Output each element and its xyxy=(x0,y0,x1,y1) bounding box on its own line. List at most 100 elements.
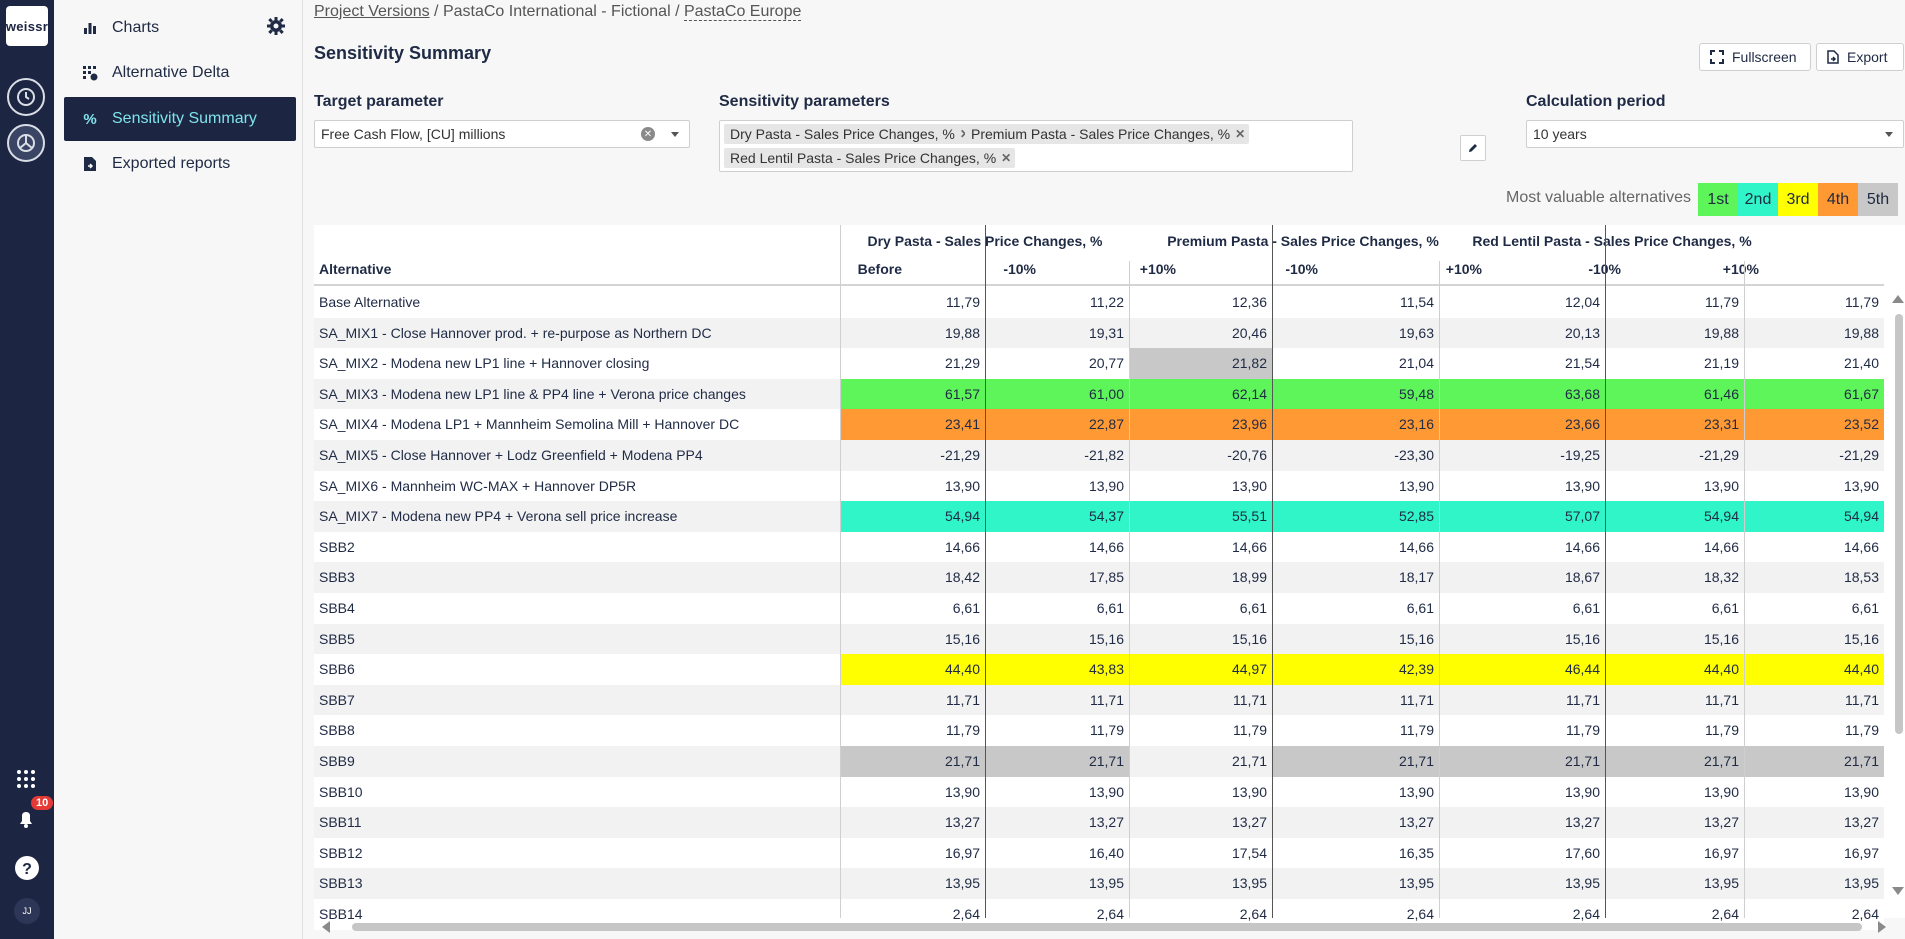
row-value-cell: 11,79 xyxy=(1845,722,1879,739)
row-value-cell: 11,79 xyxy=(1400,722,1434,739)
fullscreen-button[interactable]: Fullscreen xyxy=(1699,43,1811,71)
table-row[interactable]: SBB13 13,95 13,95 13,95 13,95 13,95 13,95 13,95 xyxy=(314,868,1884,900)
table-row[interactable]: SA_MIX5 - Close Hannover + Lodz Greenfie… xyxy=(314,440,1884,471)
column-header-premium-minus[interactable]: -10% xyxy=(1285,261,1318,277)
table-row[interactable]: SA_MIX1 - Close Hannover prod. + re-purp… xyxy=(314,317,1884,349)
row-value-cell: 13,90 xyxy=(1703,783,1739,800)
table-row[interactable]: SBB5 15,16 15,16 15,16 15,16 15,16 15,16 15,16 xyxy=(314,623,1884,655)
row-value-cell: 16,97 xyxy=(1703,844,1739,861)
export-button[interactable]: Export xyxy=(1816,43,1904,71)
row-value-cell: 21,71 xyxy=(1605,746,1744,777)
scroll-down-icon[interactable] xyxy=(1892,887,1904,895)
chip-label: Red Lentil Pasta - Sales Price Changes, … xyxy=(730,150,997,166)
row-value-cell: 11,79 xyxy=(1705,294,1739,310)
notifications-icon[interactable] xyxy=(15,808,37,835)
row-alternative-name: SA_MIX4 - Modena LP1 + Mannheim Semolina… xyxy=(319,416,740,433)
sidebar-item-sensitivity-summary[interactable]: % Sensitivity Summary xyxy=(64,97,296,141)
remove-chip-icon[interactable]: ✕ xyxy=(960,127,970,141)
scroll-left-icon[interactable] xyxy=(322,921,330,933)
target-parameter-select[interactable]: Free Cash Flow, [CU] millions ✕ xyxy=(314,120,690,148)
fullscreen-icon xyxy=(1710,50,1724,64)
breadcrumb-project-versions[interactable]: Project Versions xyxy=(314,3,430,20)
sidebar-item-charts[interactable]: Charts xyxy=(64,6,296,50)
sensitivity-chip[interactable]: Red Lentil Pasta - Sales Price Changes, … xyxy=(724,148,1016,168)
column-header-redlentil-plus[interactable]: +10% xyxy=(1722,261,1759,277)
help-icon[interactable]: ? xyxy=(14,855,40,886)
row-value-cell: 21,19 xyxy=(1703,355,1739,372)
chevron-down-icon[interactable] xyxy=(1885,132,1893,137)
row-value-cell: 23,41 xyxy=(840,409,985,441)
table-row[interactable]: SA_MIX4 - Modena LP1 + Mannheim Semolina… xyxy=(314,409,1884,441)
sensitivity-parameters-input[interactable]: Dry Pasta - Sales Price Changes, % ✕ Prem… xyxy=(719,120,1353,172)
row-alternative-name: SBB2 xyxy=(319,538,355,555)
scroll-right-icon[interactable] xyxy=(1878,921,1886,933)
row-value-cell: 21,71 xyxy=(985,746,1129,777)
column-header-redlentil-minus[interactable]: -10% xyxy=(1519,261,1621,277)
column-header-premium-plus[interactable]: +10% xyxy=(1445,261,1482,277)
column-divider xyxy=(1272,225,1273,918)
horizontal-scrollbar[interactable] xyxy=(314,918,1904,934)
row-value-cell: 20,77 xyxy=(1088,355,1124,372)
horizontal-scroll-thumb[interactable] xyxy=(352,923,1862,931)
sidebar: Charts Alternative Delta % Sensitivity S… xyxy=(54,0,303,939)
user-avatar[interactable]: JJ xyxy=(14,898,40,924)
grid-delta-icon xyxy=(76,65,104,81)
table-row[interactable]: SBB8 11,79 11,79 11,79 11,79 11,79 11,79 11,79 xyxy=(314,715,1884,747)
breadcrumb-version[interactable]: PastaCo Europe xyxy=(683,3,802,21)
table-row[interactable]: Base Alternative 11,79 11,22 12,36 11,54 12,0… xyxy=(314,287,1884,318)
table-row[interactable]: SA_MIX2 - Modena new LP1 line + Hannover… xyxy=(314,348,1884,380)
table-row[interactable]: SA_MIX7 - Modena new PP4 + Verona sell p… xyxy=(314,501,1884,533)
calculation-period-select[interactable]: 10 years xyxy=(1526,120,1904,148)
clear-icon[interactable]: ✕ xyxy=(641,127,655,141)
table-row[interactable]: SBB4 6,61 6,61 6,61 6,61 6,61 6,61 6,61 xyxy=(314,593,1884,624)
app-logo[interactable]: weissr xyxy=(6,6,48,46)
column-header-alternative[interactable]: Alternative xyxy=(319,261,392,277)
table-row[interactable]: SBB2 14,66 14,66 14,66 14,66 14,66 14,66 14,66 xyxy=(314,531,1884,563)
column-header-before[interactable]: Before xyxy=(857,261,902,277)
table-row[interactable]: SBB9 21,71 21,71 21,71 21,71 21,71 21,71 21,71 xyxy=(314,746,1884,777)
vertical-scrollbar[interactable] xyxy=(1892,295,1904,895)
edit-pencil-icon[interactable] xyxy=(1460,135,1486,161)
sidebar-item-alternative-delta[interactable]: Alternative Delta xyxy=(64,51,296,95)
row-value-cell: 44,40 xyxy=(1605,654,1744,686)
sensitivity-table: Dry Pasta - Sales Price Changes, % Premi… xyxy=(314,225,1905,930)
settings-gear-icon[interactable] xyxy=(266,16,286,41)
row-value-cell: 20,46 xyxy=(1231,324,1267,341)
chevron-down-icon[interactable] xyxy=(671,132,679,137)
table-row[interactable]: SBB6 44,40 43,83 44,97 42,39 46,44 44,40 44,40 xyxy=(314,654,1884,686)
row-value-cell: 11,79 xyxy=(1845,294,1879,310)
row-value-cell: 13,27 xyxy=(1398,814,1434,831)
column-divider xyxy=(1439,261,1440,918)
row-value-cell: 13,95 xyxy=(1231,875,1267,892)
column-header-dry-minus[interactable]: -10% xyxy=(1003,261,1036,277)
analysis-icon[interactable] xyxy=(7,124,45,162)
table-row[interactable]: SBB3 18,42 17,85 18,99 18,17 18,67 18,32 18,53 xyxy=(314,562,1884,594)
history-icon[interactable] xyxy=(7,78,45,116)
chip-label: Premium Pasta - Sales Price Changes, % xyxy=(971,126,1231,142)
breadcrumb-separator: / xyxy=(670,3,684,20)
target-parameter-label: Target parameter xyxy=(314,93,444,110)
scroll-up-icon[interactable] xyxy=(1892,295,1904,303)
table-row[interactable]: SBB7 11,71 11,71 11,71 11,71 11,71 11,71 11,71 xyxy=(314,684,1884,716)
row-value-cell: 13,95 xyxy=(1088,875,1124,892)
table-row[interactable]: SA_MIX6 - Mannheim WC-MAX + Hannover DP5… xyxy=(314,470,1884,502)
sensitivity-chip[interactable]: Dry Pasta - Sales Price Changes, % ✕ xyxy=(724,124,974,144)
row-value-cell: 2,64 xyxy=(1851,906,1879,922)
column-divider xyxy=(1605,225,1606,918)
vertical-scroll-thumb[interactable] xyxy=(1895,314,1903,734)
table-row[interactable]: SA_MIX3 - Modena new LP1 line & PP4 line… xyxy=(314,378,1884,410)
table-row[interactable]: SBB11 13,27 13,27 13,27 13,27 13,27 13,27 13,27 xyxy=(314,807,1884,839)
column-header-dry-plus[interactable]: +10% xyxy=(1139,261,1176,277)
remove-chip-icon[interactable]: ✕ xyxy=(1235,127,1246,141)
row-value-cell: 2,64 xyxy=(1572,906,1600,922)
remove-chip-icon[interactable]: ✕ xyxy=(1001,151,1012,165)
row-alternative-name: SA_MIX3 - Modena new LP1 line & PP4 line… xyxy=(319,385,746,402)
apps-grid-icon[interactable] xyxy=(15,768,37,795)
row-value-cell: 13,90 xyxy=(1088,477,1124,494)
row-value-cell: 61,67 xyxy=(1744,378,1884,410)
row-value-cell: 44,40 xyxy=(1744,654,1884,686)
sidebar-item-exported-reports[interactable]: Exported reports xyxy=(64,142,296,186)
table-row[interactable]: SBB12 16,97 16,40 17,54 16,35 17,60 16,97 16,97 xyxy=(314,837,1884,869)
sensitivity-chip[interactable]: Premium Pasta - Sales Price Changes, % ✕ xyxy=(965,124,1250,144)
table-row[interactable]: SBB10 13,90 13,90 13,90 13,90 13,90 13,90 13,90 xyxy=(314,776,1884,808)
